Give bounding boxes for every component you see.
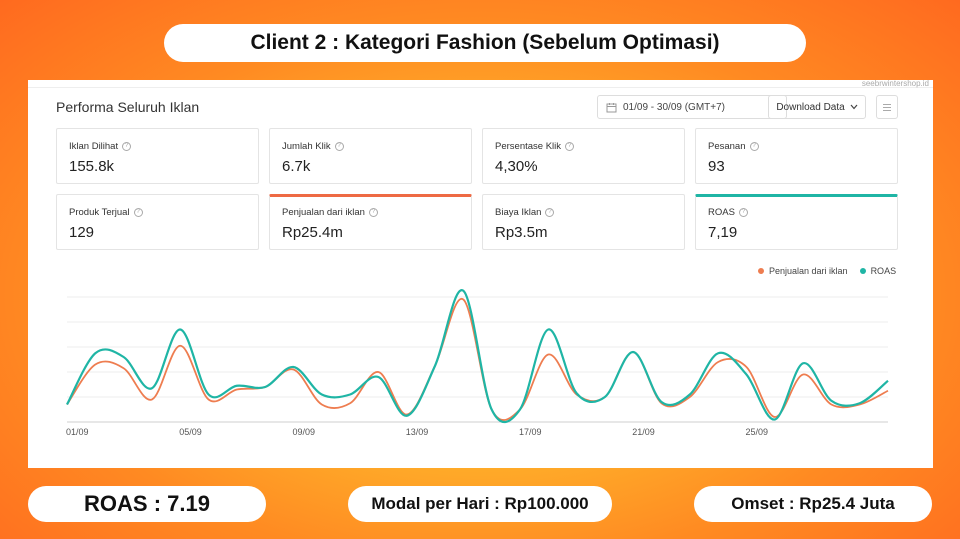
x-tick-label: 01/09 xyxy=(66,427,89,437)
line-chart: 01/09 05/09 09/09 13/09 17/09 21/09 25/09 xyxy=(66,289,889,437)
chevron-down-icon xyxy=(850,104,858,110)
metric-label: Jumlah Klik xyxy=(282,141,331,152)
metric-value: 7,19 xyxy=(708,224,738,241)
metric-card-ad-sales[interactable]: Penjualan dari iklan? Rp25.4m xyxy=(269,194,472,250)
legend-label: ROAS xyxy=(870,266,897,276)
date-range-label: 01/09 - 30/09 (GMT+7) xyxy=(623,101,725,113)
calendar-icon xyxy=(606,102,617,112)
metric-card-ad-cost[interactable]: Biaya Iklan? Rp3.5m xyxy=(482,194,685,250)
download-data-button[interactable]: Download Data xyxy=(768,95,866,119)
metric-card-impressions[interactable]: Iklan Dilihat? 155.8k xyxy=(56,128,259,184)
metric-value: 129 xyxy=(69,224,95,241)
metric-label: Produk Terjual xyxy=(69,207,130,218)
series-roas-line xyxy=(66,289,889,424)
roas-summary: ROAS : 7.19 xyxy=(28,486,266,522)
metric-card-clicks[interactable]: Jumlah Klik? 6.7k xyxy=(269,128,472,184)
question-icon[interactable]: ? xyxy=(565,142,575,151)
x-tick-label: 09/09 xyxy=(292,427,315,437)
metric-label: Iklan Dilihat xyxy=(69,141,119,152)
metric-value: 6.7k xyxy=(282,158,311,175)
chart-legend: Penjualan dari iklan ROAS xyxy=(758,266,896,276)
legend-dot xyxy=(758,268,764,274)
legend-label: Penjualan dari iklan xyxy=(769,266,848,276)
metric-card-products-sold[interactable]: Produk Terjual? 129 xyxy=(56,194,259,250)
metric-label: ROAS xyxy=(708,207,735,218)
page-title: Client 2 : Kategori Fashion (Sebelum Opt… xyxy=(164,24,806,62)
x-tick-label: 21/09 xyxy=(632,427,655,437)
date-range-picker[interactable]: 01/09 - 30/09 (GMT+7) xyxy=(597,95,787,119)
legend-dot xyxy=(859,268,866,274)
metric-label: Persentase Klik xyxy=(495,141,562,152)
panel-title: Performa Seluruh Iklan xyxy=(56,99,200,115)
metric-card-roas[interactable]: ROAS? 7,19 xyxy=(695,194,898,250)
question-icon[interactable]: ? xyxy=(133,208,143,217)
daily-budget-summary: Modal per Hari : Rp100.000 xyxy=(348,486,612,522)
question-icon[interactable]: ? xyxy=(334,142,344,151)
x-tick-label: 17/09 xyxy=(519,427,542,437)
ads-performance-panel: seebrwintershop.id Performa Seluruh Ikla… xyxy=(28,79,933,468)
x-tick-label: 25/09 xyxy=(745,427,768,437)
series-sales-line xyxy=(66,298,889,421)
question-icon[interactable]: ? xyxy=(749,142,759,151)
question-icon[interactable]: ? xyxy=(368,208,378,217)
metric-value: 155.8k xyxy=(69,158,115,175)
revenue-summary: Omset : Rp25.4 Juta xyxy=(694,486,932,522)
legend-item-sales[interactable]: Penjualan dari iklan xyxy=(758,266,848,276)
question-icon[interactable]: ? xyxy=(122,142,132,151)
metric-value: Rp3.5m xyxy=(495,224,548,241)
x-tick-label: 05/09 xyxy=(179,427,202,437)
metric-value: Rp25.4m xyxy=(282,224,343,241)
menu-button[interactable] xyxy=(876,95,898,119)
menu-icon xyxy=(883,103,891,111)
legend-item-roas[interactable]: ROAS xyxy=(859,266,897,276)
shop-url: seebrwintershop.id xyxy=(861,79,929,88)
metric-value: 93 xyxy=(708,158,725,175)
metric-label: Pesanan xyxy=(708,141,746,152)
metric-value: 4,30% xyxy=(495,158,538,175)
metric-card-ctr[interactable]: Persentase Klik? 4,30% xyxy=(482,128,685,184)
browser-strip: seebrwintershop.id xyxy=(28,79,933,88)
metric-label: Penjualan dari iklan xyxy=(282,207,365,218)
metric-card-orders[interactable]: Pesanan? 93 xyxy=(695,128,898,184)
question-icon[interactable]: ? xyxy=(738,208,748,217)
x-tick-label: 13/09 xyxy=(406,427,429,437)
question-icon[interactable]: ? xyxy=(545,208,555,217)
download-label: Download Data xyxy=(776,101,845,113)
metric-label: Biaya Iklan xyxy=(495,207,542,218)
